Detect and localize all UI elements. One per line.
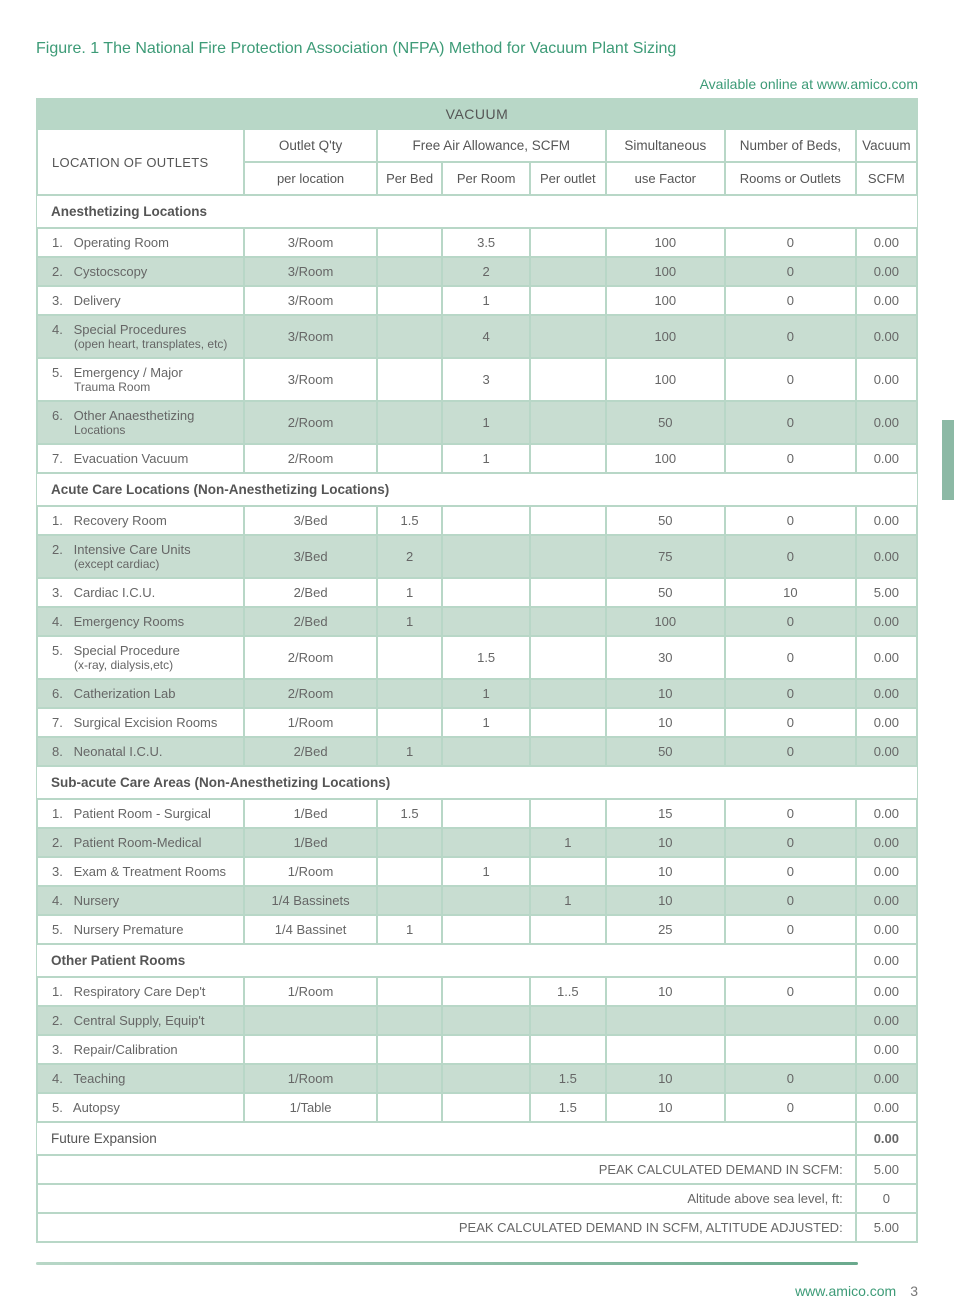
page-footer: www.amico.com 3 (0, 1263, 954, 1309)
summary-row: Altitude above sea level, ft:0 (37, 1184, 917, 1213)
online-note: Available online at www.amico.com (36, 76, 918, 92)
table-row: 5. Emergency / MajorTrauma Room3/Room310… (37, 358, 917, 401)
header-vac: Vacuum (856, 129, 917, 162)
section-row: Anesthetizing Locations (37, 195, 917, 228)
table-row: 3. Cardiac I.C.U.2/Bed150105.00 (37, 578, 917, 607)
table-row: 7. Evacuation Vacuum2/Room110000.00 (37, 444, 917, 473)
table-row: 1. Recovery Room3/Bed1.55000.00 (37, 506, 917, 535)
table-row: 4. Nursery1/4 Bassinets11000.00 (37, 886, 917, 915)
section-row: Other Patient Rooms0.00 (37, 944, 917, 977)
table-row: 2. Central Supply, Equip't0.00 (37, 1006, 917, 1035)
header-qty: Outlet Q'ty (244, 129, 377, 162)
table-row: 2. Cystocscopy3/Room210000.00 (37, 257, 917, 286)
table-row: 4. Emergency Rooms2/Bed110000.00 (37, 607, 917, 636)
table-row: 8. Neonatal I.C.U.2/Bed15000.00 (37, 737, 917, 766)
header-per-loc: per location (244, 162, 377, 195)
side-tab (942, 420, 954, 500)
header-sim: Simultaneous (606, 129, 725, 162)
header-per-outlet: Per outlet (530, 162, 606, 195)
header-scfm: SCFM (856, 162, 917, 195)
vacuum-table: VACUUM LOCATION OF OUTLETS Outlet Q'ty F… (36, 98, 918, 1243)
table-row: 3. Exam & Treatment Rooms1/Room11000.00 (37, 857, 917, 886)
header-location: LOCATION OF OUTLETS (37, 129, 244, 195)
footer-rule (36, 1262, 858, 1265)
summary-row: PEAK CALCULATED DEMAND IN SCFM:5.00 (37, 1155, 917, 1184)
header-rooms: Rooms or Outlets (725, 162, 856, 195)
table-row: 6. Catherization Lab2/Room11000.00 (37, 679, 917, 708)
table-row: 3. Delivery3/Room110000.00 (37, 286, 917, 315)
header-num: Number of Beds, (725, 129, 856, 162)
table-row: 5. Special Procedure(x-ray, dialysis,etc… (37, 636, 917, 679)
table-row: 4. Teaching1/Room1.51000.00 (37, 1064, 917, 1093)
figure-title: Figure. 1 The National Fire Protection A… (36, 40, 918, 58)
table-row: 5. Autopsy1/Table1.51000.00 (37, 1093, 917, 1122)
footer-url: www.amico.com (795, 1283, 896, 1299)
header-use-factor: use Factor (606, 162, 725, 195)
table-row: 4. Special Procedures(open heart, transp… (37, 315, 917, 358)
summary-row: PEAK CALCULATED DEMAND IN SCFM, ALTITUDE… (37, 1213, 917, 1242)
table-row: 1. Respiratory Care Dep't1/Room1..51000.… (37, 977, 917, 1006)
table-row: 2. Patient Room-Medical1/Bed11000.00 (37, 828, 917, 857)
future-row: Future Expansion0.00 (37, 1122, 917, 1155)
section-row: Sub-acute Care Areas (Non-Anesthetizing … (37, 766, 917, 799)
header-allowance: Free Air Allowance, SCFM (377, 129, 606, 162)
table-row: 5. Nursery Premature1/4 Bassinet12500.00 (37, 915, 917, 944)
header-per-room: Per Room (442, 162, 530, 195)
table-row: 1. Operating Room3/Room3.510000.00 (37, 228, 917, 257)
table-row: 6. Other AnaesthetizingLocations2/Room15… (37, 401, 917, 444)
section-row: Acute Care Locations (Non-Anesthetizing … (37, 473, 917, 506)
table-row: 2. Intensive Care Units(except cardiac)3… (37, 535, 917, 578)
header-per-bed: Per Bed (377, 162, 442, 195)
page-number: 3 (910, 1283, 918, 1299)
table-row: 7. Surgical Excision Rooms1/Room11000.00 (37, 708, 917, 737)
table-row: 3. Repair/Calibration0.00 (37, 1035, 917, 1064)
table-row: 1. Patient Room - Surgical1/Bed1.51500.0… (37, 799, 917, 828)
table-title: VACUUM (36, 98, 918, 128)
